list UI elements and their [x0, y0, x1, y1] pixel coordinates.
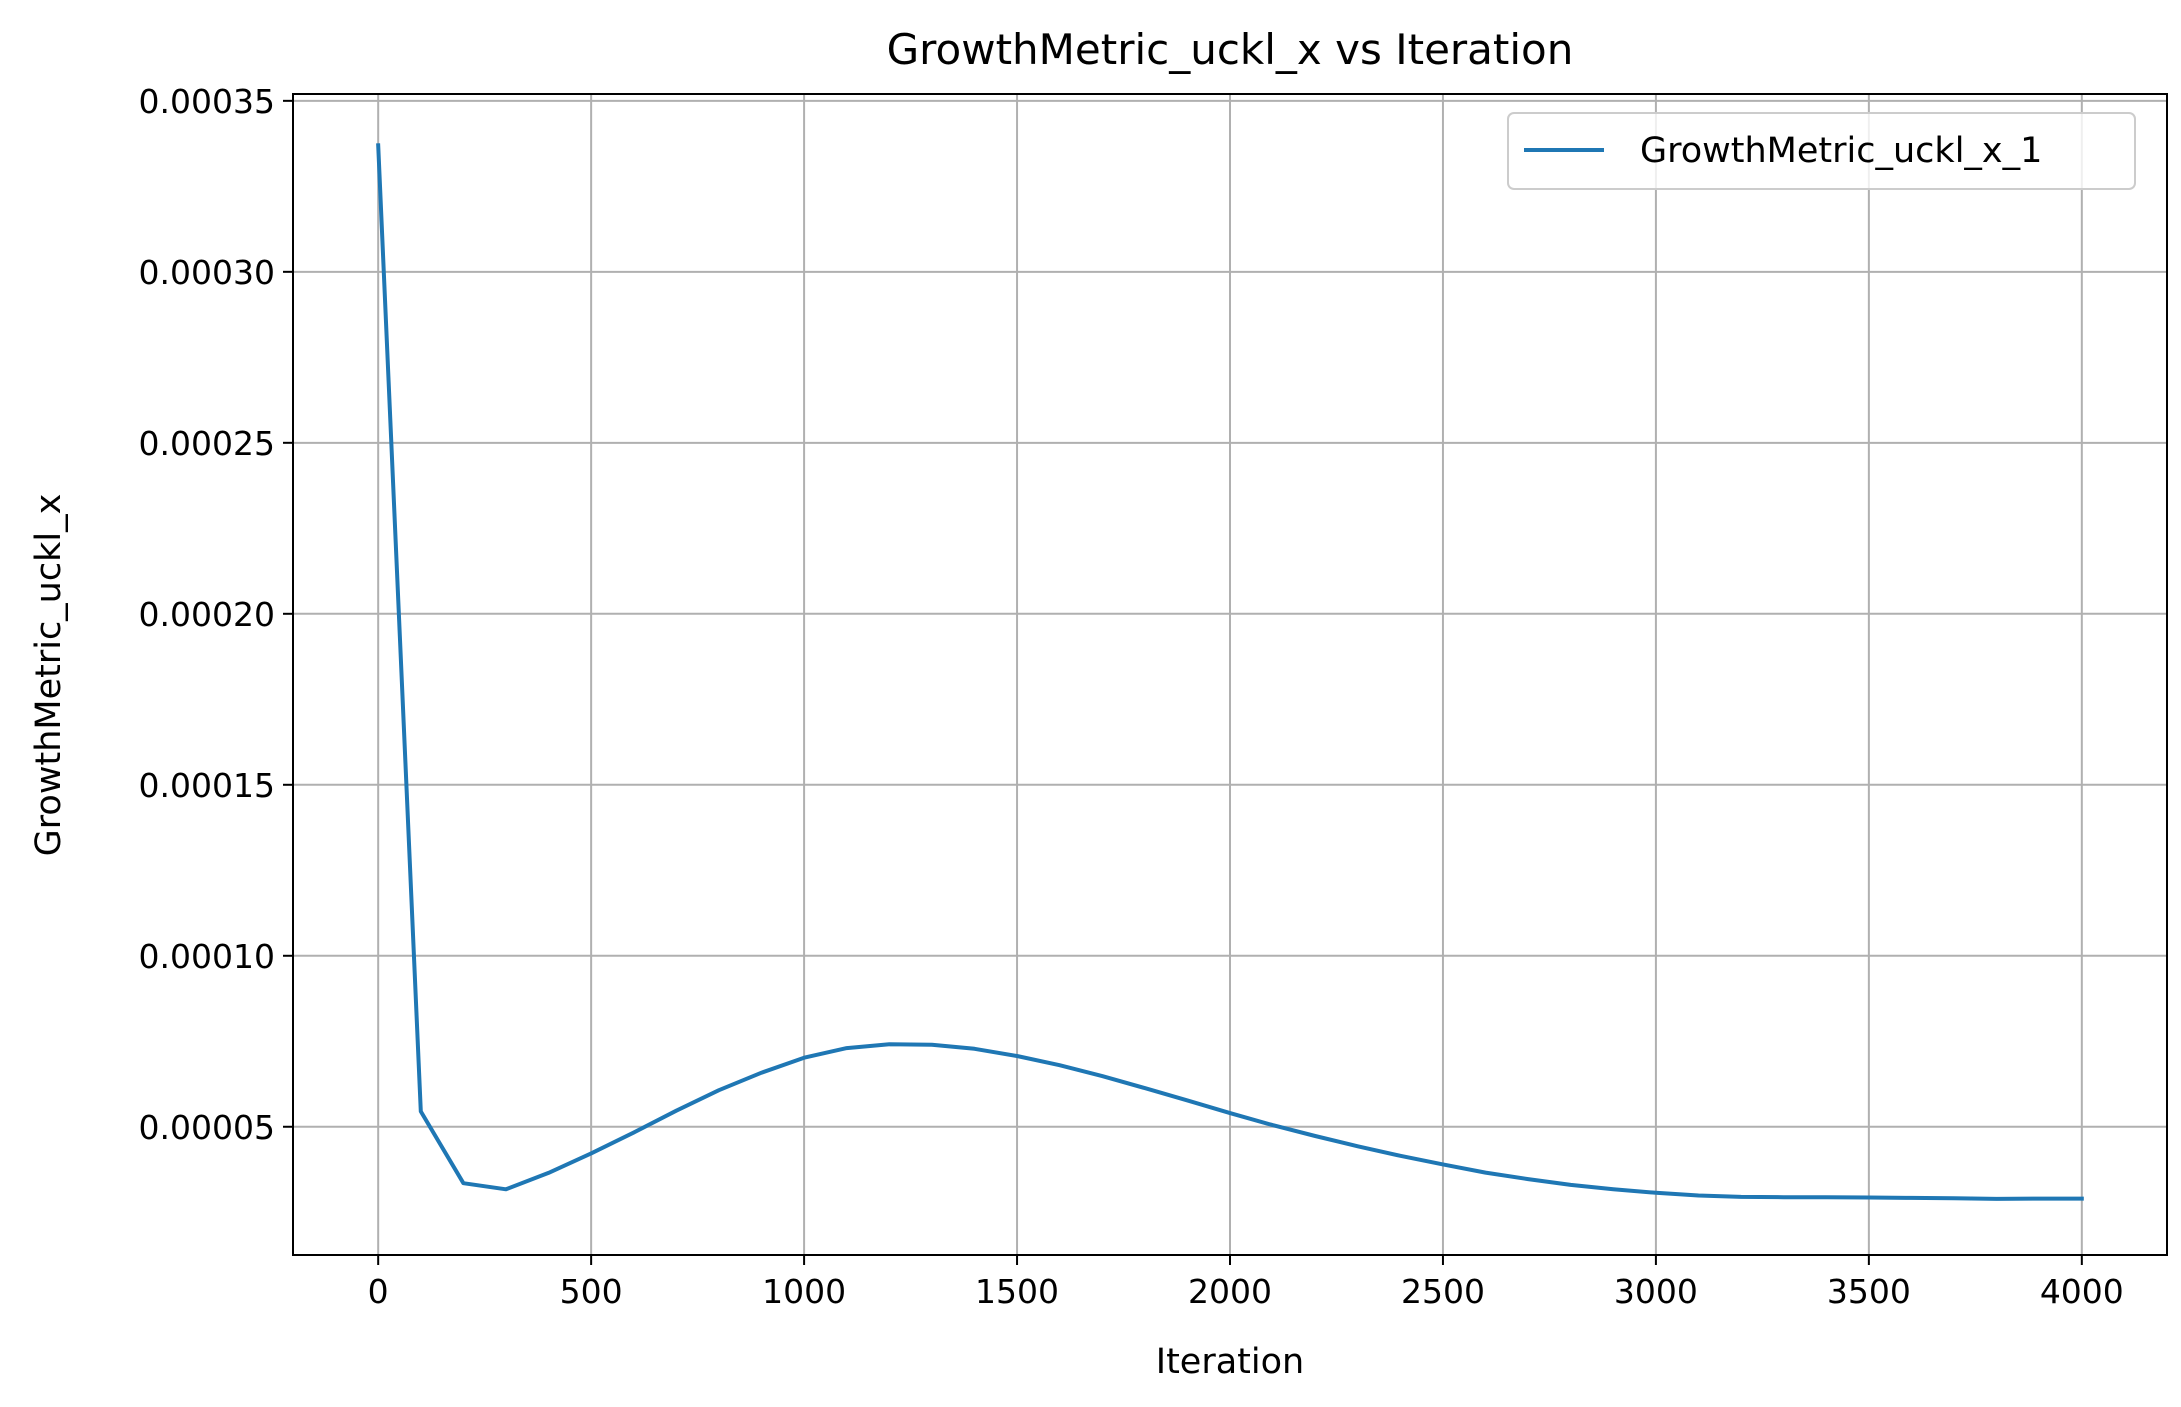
x-tick-label: 2500	[1401, 1272, 1485, 1311]
y-tick-label: 0.00010	[139, 937, 275, 976]
y-axis: 0.00005 0.00010 0.00015 0.00020 0.00025 0.000…	[139, 82, 293, 1147]
y-tick-label: 0.00035	[139, 82, 275, 121]
x-tick-label: 500	[560, 1272, 623, 1311]
chart-title: GrowthMetric_uckl_x vs Iteration	[887, 25, 1574, 74]
x-tick-label: 1000	[762, 1272, 846, 1311]
legend-label: GrowthMetric_uckl_x_1	[1640, 131, 2042, 171]
x-tick-label: 1500	[975, 1272, 1059, 1311]
series-layer	[376, 143, 2084, 1201]
legend: GrowthMetric_uckl_x_1	[1507, 112, 2136, 190]
legend-box	[1507, 112, 2136, 190]
y-tick-label: 0.00030	[139, 253, 275, 292]
x-tick-label: 3000	[1614, 1272, 1698, 1311]
x-tick-label: 3500	[1827, 1272, 1911, 1311]
x-axis: 0 500 1000 1500 2000 2500 3000 3500 4000	[368, 1255, 2124, 1311]
x-axis-label: Iteration	[1156, 1342, 1304, 1382]
y-tick-label: 0.00005	[139, 1108, 275, 1147]
x-tick-label: 4000	[2040, 1272, 2124, 1311]
x-tick-label: 0	[368, 1272, 389, 1311]
y-tick-label: 0.00020	[139, 595, 275, 634]
series-line	[376, 143, 2084, 1201]
x-tick-label: 2000	[1188, 1272, 1272, 1311]
grid	[293, 94, 2167, 1255]
y-axis-label: GrowthMetric_uckl_x	[29, 494, 69, 857]
y-tick-label: 0.00015	[139, 766, 275, 805]
y-tick-label: 0.00025	[139, 424, 275, 463]
